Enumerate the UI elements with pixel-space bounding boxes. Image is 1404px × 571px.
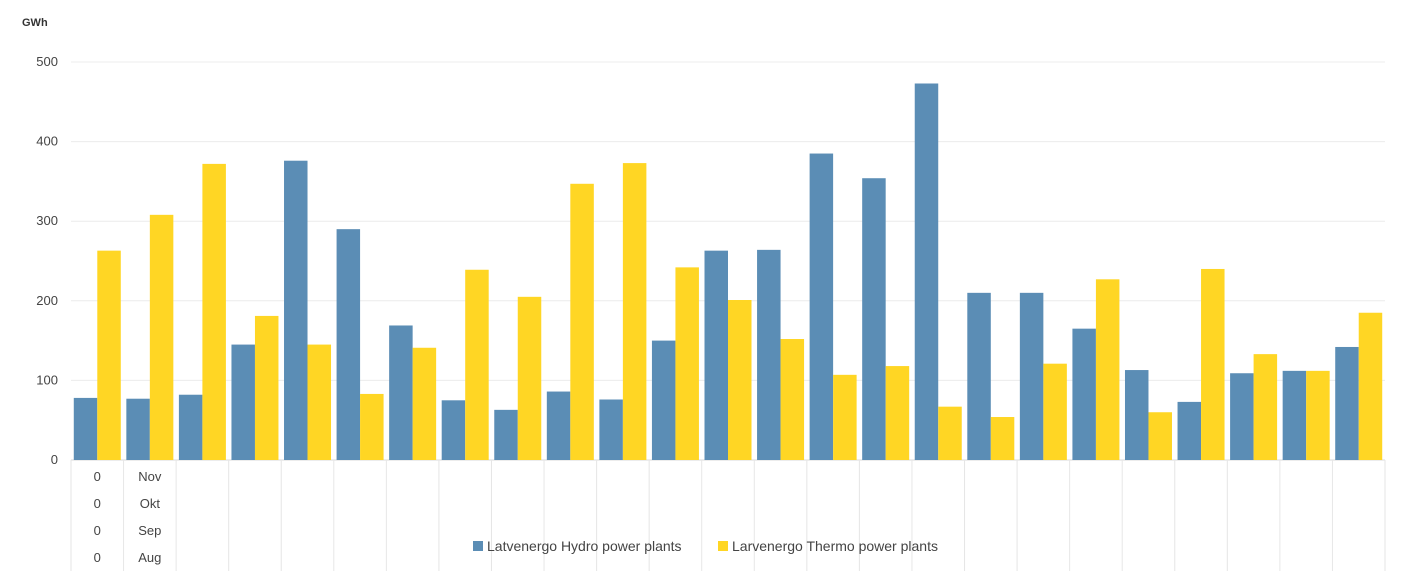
y-tick-label: 400 — [36, 134, 58, 149]
bar-thermo — [1358, 312, 1383, 460]
bar-thermo — [1306, 370, 1330, 460]
bar-thermo — [412, 347, 437, 460]
bar-thermo — [780, 339, 805, 460]
bar-thermo — [1095, 279, 1120, 460]
y-tick-label: 300 — [36, 213, 58, 228]
category-label: 0 — [94, 469, 101, 484]
category-separators — [70, 460, 1386, 571]
category-label: Nov — [138, 469, 162, 484]
bar-hydro — [1335, 346, 1359, 460]
bar-thermo — [833, 374, 857, 460]
bar-hydro — [231, 344, 255, 460]
legend-label: Latvenergo Hydro power plants — [487, 538, 682, 554]
bar-hydro — [126, 398, 150, 460]
bar-thermo — [97, 250, 121, 460]
bar-hydro — [1019, 292, 1044, 460]
category-label: Sep — [138, 523, 161, 538]
category-label: 0 — [94, 496, 101, 511]
bar-hydro — [1282, 370, 1307, 460]
bar-thermo — [675, 267, 699, 460]
bar-hydro — [809, 153, 834, 461]
legend-swatch — [473, 541, 483, 551]
bar-thermo — [149, 214, 174, 460]
bar-thermo — [938, 406, 962, 460]
y-tick-label: 500 — [36, 54, 58, 69]
category-labels: 0 Nov 0 Okt 0 Sep 0 Aug — [94, 469, 162, 565]
bar-thermo — [360, 393, 384, 460]
bar-hydro — [178, 394, 203, 460]
bar-hydro — [704, 250, 728, 460]
bar-hydro — [599, 399, 623, 460]
bar-hydro — [1230, 373, 1254, 460]
bar-hydro — [389, 325, 413, 460]
bar-thermo — [202, 163, 226, 460]
bar-thermo — [465, 269, 489, 460]
bars — [73, 83, 1383, 461]
category-label: 0 — [94, 550, 101, 565]
bar-hydro — [1124, 370, 1149, 460]
bar-hydro — [1072, 328, 1096, 460]
category-label: Aug — [138, 550, 161, 565]
bar-hydro — [441, 400, 466, 460]
bar-thermo — [1253, 354, 1278, 460]
bar-hydro — [546, 391, 571, 460]
bar-thermo — [307, 344, 332, 460]
legend-label: Larvenergo Thermo power plants — [732, 538, 938, 554]
y-tick-label: 200 — [36, 293, 58, 308]
bar-hydro — [494, 409, 518, 460]
legend-swatch — [718, 541, 728, 551]
bar-thermo — [622, 163, 647, 461]
category-label: Okt — [140, 496, 161, 511]
y-tick-label: 0 — [51, 452, 58, 467]
y-axis-unit-label: GWh — [22, 17, 48, 29]
bar-hydro — [914, 83, 939, 460]
bar-thermo — [1201, 268, 1225, 460]
bar-hydro — [336, 229, 361, 460]
bar-thermo — [517, 296, 542, 460]
bar-hydro — [967, 292, 991, 460]
bar-thermo — [570, 183, 594, 460]
bar-hydro — [1177, 401, 1202, 460]
bar-hydro — [862, 178, 886, 460]
y-tick-label: 100 — [36, 372, 58, 387]
legend: Latvenergo Hydro power plants Larvenergo … — [473, 538, 938, 554]
category-label: 0 — [94, 523, 101, 538]
bar-thermo — [1043, 363, 1067, 460]
bar-hydro — [651, 340, 676, 460]
bar-thermo — [1148, 412, 1172, 460]
bar-thermo — [885, 366, 910, 460]
bar-thermo — [728, 300, 752, 460]
y-axis-ticks: 0 100 200 300 400 500 — [36, 54, 58, 467]
bar-thermo — [990, 417, 1015, 460]
bar-thermo — [254, 315, 279, 460]
bar-hydro — [757, 249, 781, 460]
bar-hydro — [73, 397, 98, 460]
bar-hydro — [284, 160, 308, 461]
